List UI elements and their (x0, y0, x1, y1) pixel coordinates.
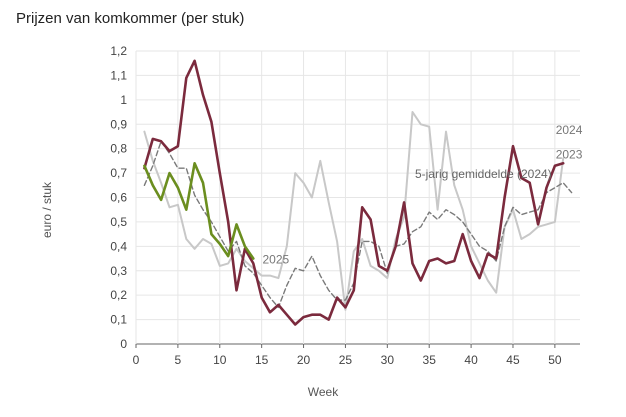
x-tick-label: 5 (175, 353, 182, 367)
series-line-2024 (143, 59, 565, 326)
y-tick-label: 0,2 (110, 288, 127, 302)
x-tick-label: 40 (464, 353, 478, 367)
x-tick-label: 50 (548, 353, 562, 367)
series-line-2023 (143, 111, 565, 311)
y-tick-label: 0 (120, 337, 127, 351)
y-tick-label: 1 (120, 93, 127, 107)
y-tick-label: 0,3 (110, 264, 127, 278)
grid-lines (135, 50, 580, 348)
y-tick-label: 0,1 (110, 313, 127, 327)
y-tick-label: 1,1 (110, 68, 127, 82)
y-tick-label: 0,6 (110, 191, 127, 205)
series-label: 2025 (262, 252, 289, 266)
x-tick-label: 20 (297, 353, 311, 367)
x-axis-label: Week (308, 385, 339, 399)
x-tick-label: 0 (133, 353, 140, 367)
x-tick-label: 35 (423, 353, 437, 367)
series-label: 2024 (556, 123, 583, 137)
series-label: 5-jarig gemiddelde (2024) (415, 167, 552, 181)
y-tick-label: 0,7 (110, 166, 127, 180)
y-axis-label: euro / stuk (40, 181, 54, 238)
series-label: 2023 (556, 147, 583, 161)
x-tick-label: 10 (213, 353, 227, 367)
series-line-2025 (143, 162, 255, 260)
y-tick-label: 0,8 (110, 142, 127, 156)
chart-title: Prijzen van komkommer (per stuk) (16, 10, 245, 27)
x-tick-label: 30 (381, 353, 395, 367)
y-tick-label: 0,9 (110, 117, 127, 131)
series-line-5-jarig-gemiddelde-2024 (143, 140, 573, 309)
series-labels: 2023 5-jarig gemiddelde (2024) 2024 2025 (262, 123, 582, 266)
y-tick-label: 0,5 (110, 215, 127, 229)
x-tick-label: 45 (506, 353, 520, 367)
x-tick-labels: 0 5 10 15 20 25 30 35 40 45 50 (133, 353, 562, 367)
y-tick-label: 1,2 (110, 44, 127, 58)
x-tick-label: 25 (339, 353, 353, 367)
y-tick-label: 0,4 (110, 239, 127, 253)
y-tick-labels: 0 0,1 0,2 0,3 0,4 0,5 0,6 0,7 0,8 0,9 1 1,1 1,2 (110, 44, 127, 351)
x-tick-label: 15 (255, 353, 269, 367)
series-lines (143, 59, 573, 326)
